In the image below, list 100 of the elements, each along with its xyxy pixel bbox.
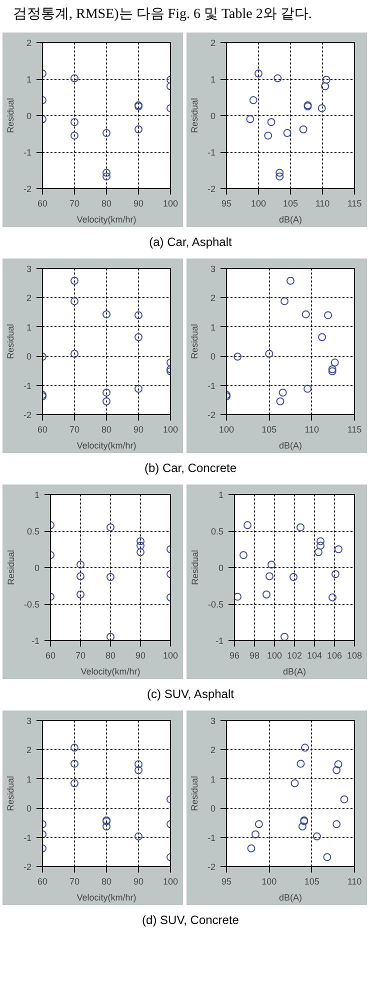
point [134,384,142,393]
y-tick-label: 2 [26,38,32,48]
y-axis-title: Residual [190,776,200,812]
point [299,125,308,134]
y-tick-label: 1 [210,322,216,333]
text: (d) SUV, Concrete [142,912,239,930]
point [102,310,110,318]
x-tick-label: 100 [218,424,234,435]
point [70,74,78,82]
x-tick-label: 95 [221,198,232,208]
y-axis-title: Residual [190,324,200,360]
point [70,350,78,358]
point [290,573,298,582]
point [106,633,114,641]
y-axis-title: Residual [6,550,16,586]
point [102,388,110,397]
y-tick-label: 3 [26,264,32,274]
point [136,548,144,556]
point [262,590,270,599]
y-tick-label: 2 [210,293,216,304]
x-tick-label: 105 [304,876,320,887]
point [244,521,252,530]
x-tick-label: 100 [266,650,282,661]
y-tick-label: -0.5 [24,600,40,610]
point [283,129,292,138]
point [316,538,324,546]
point [234,352,242,361]
point [316,542,324,550]
y-tick-label: 1 [218,490,224,500]
x-tick-label: 60 [37,876,48,887]
point [70,760,78,768]
y-tick-label: 3 [26,716,32,726]
point [102,398,110,406]
point [136,542,144,550]
point [332,766,341,775]
y-tick-label: 0 [210,111,216,121]
y-tick-label: 2 [26,293,32,304]
x-tick-label: 70 [75,650,86,661]
x-axis-title: Velocity(km/hr) [76,214,136,224]
x-axis-title: dB(A) [278,892,302,903]
x-tick-label: 100 [162,424,178,435]
x-tick-label: 110 [347,876,362,887]
point [102,822,110,831]
point [296,760,305,768]
x-tick-label: 108 [346,650,362,661]
y-tick-label: 3 [210,716,216,726]
point [134,333,142,342]
y-tick-label: 0 [218,563,224,574]
point [134,311,142,320]
point [70,297,78,306]
y-tick-label: 3 [210,264,216,274]
x-tick-label: 110 [304,424,320,435]
point [312,832,321,841]
point [328,594,336,602]
point [76,590,84,599]
point [321,82,330,90]
x-tick-label: 98 [249,650,260,661]
x-tick-label: 80 [101,198,112,208]
y-tick-label: -1 [24,380,32,391]
x-tick-label: 60 [45,650,56,661]
x-tick-label: 60 [37,198,48,208]
point [318,104,326,112]
point [234,592,242,601]
point [134,766,142,775]
point [298,822,306,831]
point [70,780,78,788]
y-tick-label: -1 [208,148,216,158]
y-tick-label: -1 [32,636,40,646]
point [254,70,262,78]
point [290,780,299,788]
point [134,832,142,841]
y-tick-label: -2 [24,184,32,194]
point [276,172,284,180]
x-tick-label: 90 [133,424,144,435]
x-tick-label: 115 [347,198,362,208]
point [340,796,348,804]
point [324,311,332,320]
point [332,820,341,829]
x-tick-label: 100 [162,876,178,887]
x-tick-label: 105 [262,424,277,435]
x-tick-label: 90 [133,876,144,887]
y-tick-label: 0 [34,563,40,574]
x-tick-label: 102 [286,650,302,661]
x-axis-title: dB(A) [282,666,306,677]
x-tick-label: 105 [282,198,298,208]
point [134,760,142,769]
x-tick-label: 96 [229,650,240,661]
x-tick-label: 80 [101,424,112,435]
point [267,118,276,126]
y-tick-label: 0 [26,804,32,814]
point [134,125,142,134]
x-axis-title: Velocity(km/hr) [76,440,136,451]
text: (b) Car, Concrete [144,460,237,478]
point [334,546,342,554]
point [252,830,260,839]
point [76,572,84,581]
y-tick-label: 1 [26,774,32,785]
x-axis-title: Velocity(km/hr) [76,892,136,903]
point [274,74,282,82]
point [102,129,110,138]
